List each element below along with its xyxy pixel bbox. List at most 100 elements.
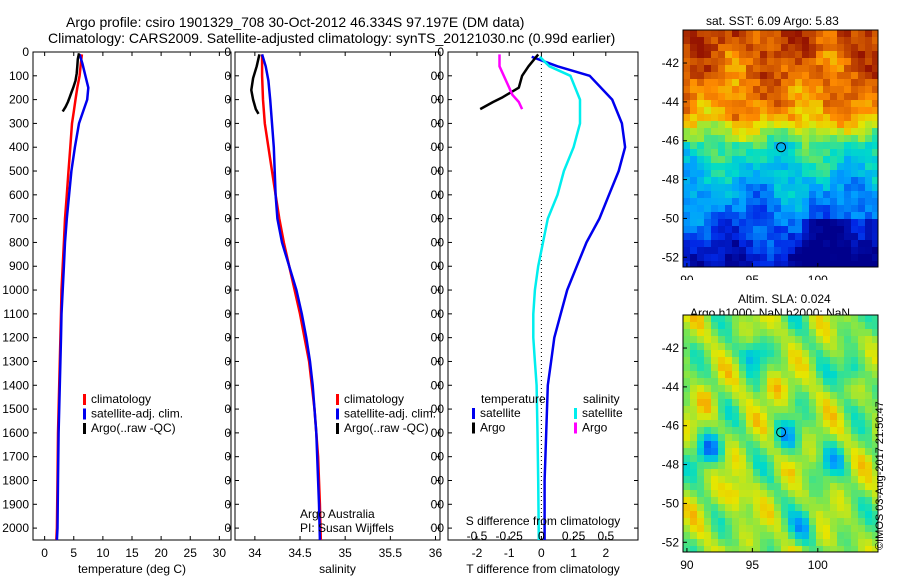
heatmap-cell: [795, 448, 803, 456]
heatmap-cell: [802, 322, 810, 330]
y-tick-label: 1900: [430, 497, 444, 511]
heatmap-cell: [718, 462, 726, 470]
heatmap-cell: [760, 427, 768, 435]
heatmap-cell: [816, 420, 824, 428]
heatmap-cell: [725, 357, 733, 365]
heatmap-cell: [774, 261, 782, 268]
heatmap-cell: [683, 128, 691, 136]
heatmap-cell: [858, 434, 866, 442]
heatmap-cell: [781, 177, 789, 185]
heatmap-cell: [732, 504, 740, 512]
heatmap-cell: [690, 72, 698, 80]
heatmap-cell: [711, 455, 719, 463]
heatmap-cell: [823, 51, 831, 59]
heatmap-cell: [858, 163, 866, 171]
heatmap-cell: [753, 427, 761, 435]
heatmap-cell: [732, 86, 740, 94]
heatmap-cell: [858, 128, 866, 136]
difference-chart: 0100200300400500600700800900100011001200…: [430, 45, 639, 576]
heatmap-cell: [711, 79, 719, 87]
heatmap-cell: [781, 322, 789, 330]
heatmap-cell: [858, 51, 866, 59]
heatmap-cell: [697, 343, 705, 351]
heatmap-cell: [732, 65, 740, 73]
heatmap-cell: [739, 226, 747, 234]
heatmap-cell: [704, 44, 712, 52]
heatmap-cell: [858, 240, 866, 248]
heatmap-cell: [697, 121, 705, 129]
heatmap-cell: [767, 177, 775, 185]
heatmap-cell: [788, 434, 796, 442]
heatmap-cell: [767, 240, 775, 248]
heatmap-cell: [816, 525, 824, 533]
y-tick-label: 700: [430, 212, 444, 226]
heatmap-cell: [781, 364, 789, 372]
legend-header-salinity: salinity: [583, 392, 620, 406]
heatmap-cell: [823, 497, 831, 505]
heatmap-cell: [795, 413, 803, 421]
heatmap-cell: [781, 58, 789, 66]
x2-axis-label: S difference from climatology: [466, 514, 621, 528]
heatmap-cell: [809, 525, 817, 533]
heatmap-cell: [865, 156, 873, 164]
heatmap-cell: [711, 315, 719, 323]
heatmap-cell: [690, 184, 698, 192]
heatmap-cell: [704, 315, 712, 323]
heatmap-cell: [816, 532, 824, 540]
heatmap-cell: [872, 205, 879, 213]
heatmap-cell: [746, 170, 754, 178]
heatmap-cell: [767, 441, 775, 449]
heatmap-cell: [830, 135, 838, 143]
heatmap-cell: [865, 532, 873, 540]
heatmap-cell: [802, 427, 810, 435]
heatmap-cell: [816, 490, 824, 498]
heatmap-cell: [865, 329, 873, 337]
heatmap-cell: [725, 205, 733, 213]
temp-legend-swatch: [83, 423, 86, 434]
heatmap-cell: [795, 72, 803, 80]
heatmap-cell: [704, 142, 712, 150]
heatmap-cell: [760, 525, 768, 533]
heatmap-cell: [697, 322, 705, 330]
heatmap-cell: [816, 546, 824, 553]
heatmap-cell: [830, 198, 838, 206]
heatmap-cell: [851, 518, 859, 526]
heatmap-cell: [725, 156, 733, 164]
heatmap-cell: [851, 93, 859, 101]
heatmap-cell: [823, 44, 831, 52]
heatmap-cell: [844, 532, 852, 540]
heatmap-cell: [795, 364, 803, 372]
heatmap-cell: [774, 135, 782, 143]
heatmap-cell: [739, 364, 747, 372]
heatmap-cell: [851, 413, 859, 421]
heatmap-cell: [865, 511, 873, 519]
legend-header-temperature: temperature: [481, 392, 546, 406]
heatmap-cell: [781, 142, 789, 150]
heatmap-cell: [704, 504, 712, 512]
heatmap-cell: [683, 170, 691, 178]
heatmap-cell: [767, 212, 775, 220]
heatmap-cell: [718, 322, 726, 330]
heatmap-cell: [837, 399, 845, 407]
heatmap-cell: [816, 413, 824, 421]
heatmap-cell: [781, 240, 789, 248]
heatmap-cell: [795, 100, 803, 108]
heatmap-cell: [767, 93, 775, 101]
heatmap-cell: [718, 546, 726, 553]
heatmap-cell: [690, 315, 698, 323]
heatmap-cell: [732, 212, 740, 220]
heatmap-cell: [732, 149, 740, 157]
heatmap-cell: [739, 114, 747, 122]
heatmap-cell: [739, 100, 747, 108]
heatmap-cell: [725, 51, 733, 59]
heatmap-cell: [746, 427, 754, 435]
heatmap-cell: [865, 30, 873, 38]
heatmap-cell: [809, 177, 817, 185]
heatmap-cell: [725, 114, 733, 122]
heatmap-cell: [788, 156, 796, 164]
heatmap-cell: [781, 149, 789, 157]
heatmap-cell: [802, 343, 810, 351]
heatmap-cell: [746, 518, 754, 526]
heatmap-cell: [760, 198, 768, 206]
heatmap-cell: [858, 546, 866, 553]
